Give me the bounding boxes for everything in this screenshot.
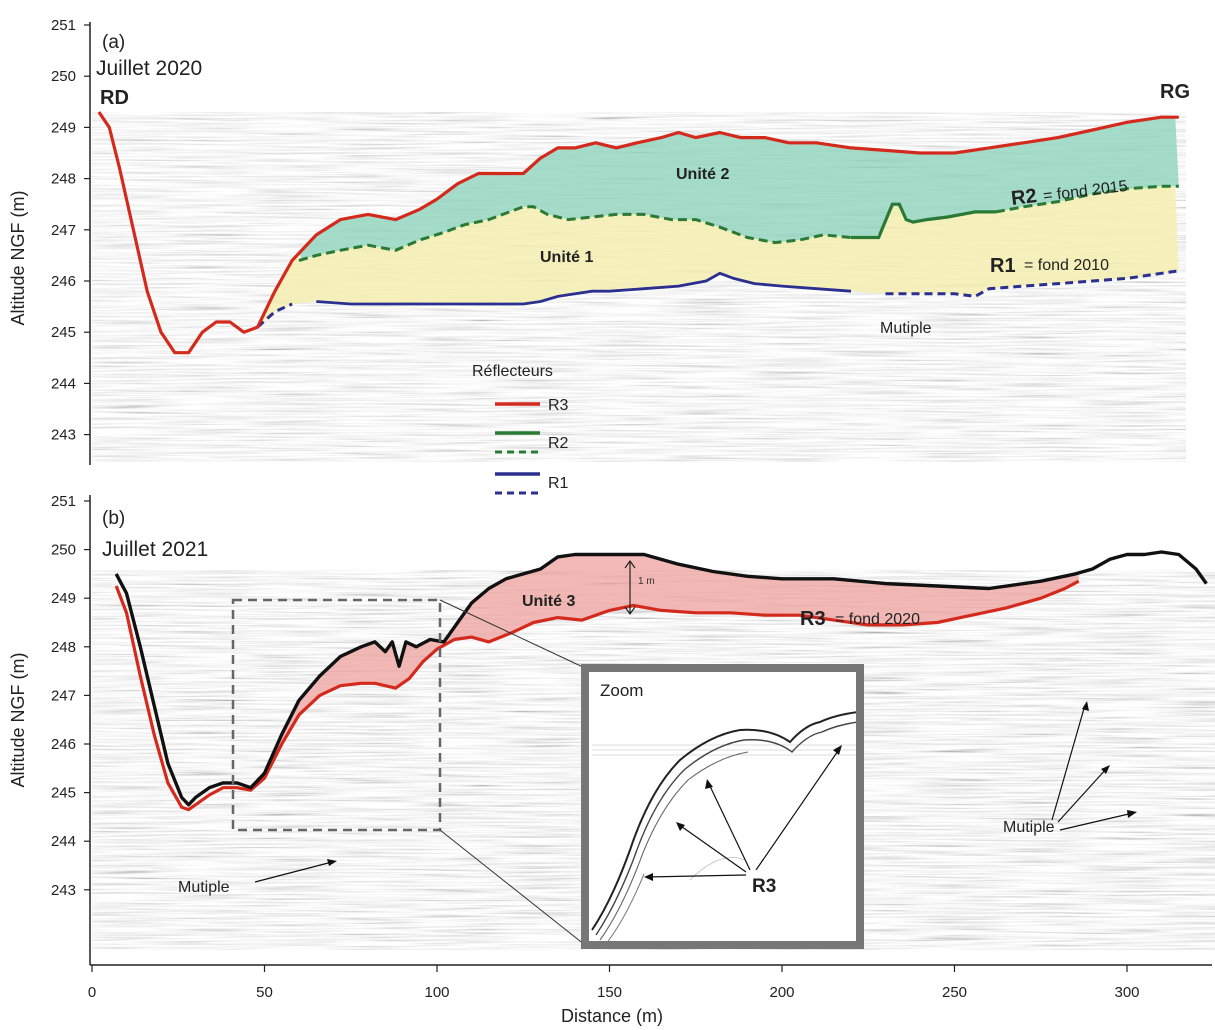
- panel-b-y-tick-label: 246: [51, 736, 76, 753]
- panel-b-y-tick-label: 247: [51, 687, 76, 704]
- panel-a-multiple-label: Mutiple: [880, 320, 932, 337]
- multiple-left-arrowhead: [327, 859, 337, 866]
- panel-a-y-tick-label: 247: [51, 222, 76, 239]
- unit-3-fill: [257, 554, 1079, 785]
- zoom-arrow-3: [707, 781, 751, 871]
- zoom-arrow-1: [645, 874, 747, 878]
- r2-dashed-line-right: [995, 184, 1179, 214]
- r1-note: = fond 2010: [1024, 257, 1109, 274]
- zoom-inset-reflections: [591, 711, 859, 945]
- multiple-right-arrow-2: [1057, 767, 1108, 823]
- zoom-r3-arrows: [645, 747, 841, 878]
- panel-a-tag: (a): [102, 32, 125, 53]
- panel-b-y-tick-label: 244: [51, 833, 76, 850]
- zoom-arrow-2: [677, 823, 747, 873]
- x-tick-label: 200: [769, 984, 794, 1001]
- panel-b-y-tick-label: 243: [51, 882, 76, 899]
- panel-a-y-tick-label: 251: [51, 17, 76, 34]
- multiple-left-arrow-line: [254, 861, 333, 883]
- panel-b-multiple-label-right: Mutiple: [1003, 819, 1055, 836]
- zoom-arrowheads: [644, 745, 842, 881]
- r1-solid-line: [316, 271, 852, 306]
- panel-a-y-tick-label: 245: [51, 324, 76, 341]
- r3-tag: R3: [800, 608, 826, 630]
- zoom-label: Zoom: [600, 681, 643, 700]
- panel-b-y-axis-label: Altitude NGF (m): [8, 652, 28, 787]
- one-meter-arrow-top: [624, 559, 636, 569]
- zoom-inset-background: [585, 668, 860, 945]
- r2-tag: R2: [1010, 185, 1038, 210]
- zoom-arrowhead-4: [833, 745, 842, 755]
- r2-solid-line: [851, 202, 996, 240]
- multiple-right-arrowhead-2: [1101, 765, 1110, 774]
- legend: Réflecteurs R3 R2 R1: [472, 363, 569, 495]
- zoom-inset-frame: [581, 664, 864, 949]
- panel-a-date: Juillet 2020: [96, 57, 202, 80]
- one-meter-marker: 1 m: [624, 559, 655, 616]
- panel-a-y-tick-label: 250: [51, 68, 76, 85]
- panel-b-y-tick-label: 249: [51, 590, 76, 607]
- zoom-arrowhead-2: [676, 822, 685, 831]
- r3-line-2020: [97, 111, 1179, 355]
- x-tick-label: 50: [256, 984, 273, 1001]
- r2-annotation: R2 = fond 2015: [1010, 178, 1129, 210]
- panel-b-y-tick-label: 248: [51, 639, 76, 656]
- panel-a-y-tick-label: 244: [51, 375, 76, 392]
- panel-a-y-axis-label: Altitude NGF (m): [8, 190, 28, 325]
- one-meter-label: 1 m: [638, 576, 655, 587]
- multiple-right-arrowhead-3: [1127, 810, 1137, 818]
- legend-r3-label: R3: [548, 397, 569, 414]
- zoom-connector-bottom: [439, 829, 586, 946]
- panel-b-y-tick-label: 250: [51, 542, 76, 559]
- multiple-right-arrowheads: [1082, 701, 1137, 818]
- panel-b-y-tick-label: 251: [51, 493, 76, 510]
- multiple-right-arrow-3: [1059, 812, 1134, 831]
- multiple-right-arrowhead-1: [1082, 701, 1089, 711]
- unit-3-label: Unité 3: [522, 593, 575, 610]
- zoom-arrowhead-1: [644, 873, 653, 881]
- panel-a-y-tick-label: 243: [51, 427, 76, 444]
- r1-dashed-right: [885, 269, 1180, 298]
- rg-bank-label: RG: [1160, 81, 1190, 103]
- x-tick-label: 250: [942, 984, 967, 1001]
- axes: [89, 22, 1212, 966]
- panel-b-tag: (b): [102, 508, 125, 529]
- panel-a-y-tick-label: 248: [51, 171, 76, 188]
- unit-2-label: Unité 2: [676, 166, 729, 183]
- bed-line-2021: [114, 550, 1208, 807]
- zoom-r3-label: R3: [752, 876, 776, 897]
- legend-r2-label: R2: [548, 435, 569, 452]
- panel-b-date: Juillet 2021: [102, 538, 208, 561]
- panel-a-y-tick-label: 249: [51, 119, 76, 136]
- x-tick-label: 0: [88, 984, 96, 1001]
- zoom-arrow-4: [755, 747, 841, 871]
- zoom-source-box: [231, 598, 442, 832]
- x-tick-label: 100: [424, 984, 449, 1001]
- panel-b-multiple-label-left: Mutiple: [178, 879, 230, 896]
- r1-tag: R1: [990, 255, 1016, 277]
- r3-note: = fond 2020: [835, 611, 920, 628]
- panel-a-y-tick-label: 246: [51, 273, 76, 290]
- multiple-right-arrow-1: [1051, 704, 1086, 821]
- panel-b-y-tick-label: 245: [51, 785, 76, 802]
- legend-title: Réflecteurs: [472, 363, 553, 380]
- r1-dashed-left: [256, 302, 293, 329]
- r2-dashed-line: [298, 205, 852, 262]
- unit-1-label: Unité 1: [540, 249, 593, 266]
- x-axis-label: Distance (m): [561, 1006, 663, 1026]
- zoom-inset: Zoom R3: [581, 664, 864, 949]
- r3-line-panel-b: [114, 579, 1080, 812]
- multiple-left-arrow: [254, 861, 333, 883]
- one-meter-arrow-bottom: [624, 606, 636, 616]
- multiple-right-arrows: [1051, 704, 1134, 831]
- x-tick-label: 150: [597, 984, 622, 1001]
- legend-r1-label: R1: [548, 475, 569, 492]
- zoom-arrowhead-3: [705, 779, 713, 789]
- zoom-connector-top: [439, 599, 586, 669]
- x-tick-label: 300: [1114, 984, 1139, 1001]
- unit-1-fill: [257, 186, 1179, 328]
- rd-bank-label: RD: [100, 87, 129, 109]
